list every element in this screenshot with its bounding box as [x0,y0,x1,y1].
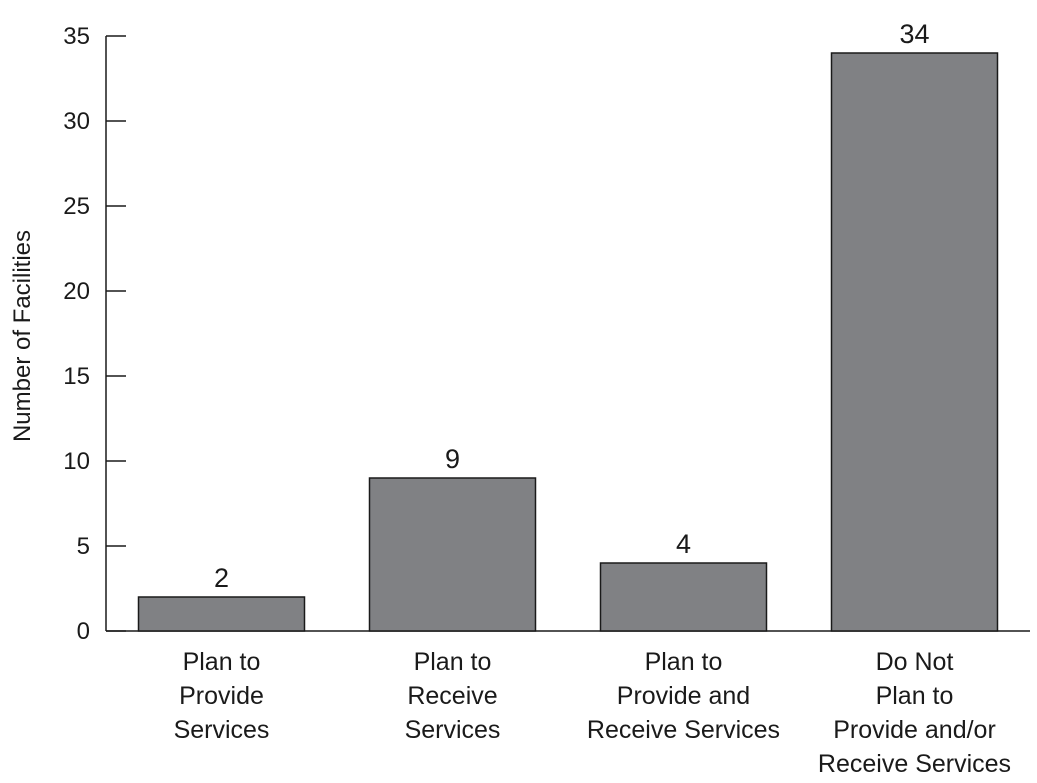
y-tick-label: 5 [77,533,90,560]
y-tick-label: 15 [63,363,90,390]
y-tick-label: 10 [63,448,90,475]
y-tick-label: 25 [63,193,90,220]
category-label: Do Not Plan to Provide and/or Receive Servi… [818,648,1011,778]
y-tick-label: 0 [77,618,90,645]
category-label: Plan to Provide and Receive Services [587,648,780,744]
data-label: 9 [445,444,460,474]
category-labels: Plan to Provide Services Plan to Receive Serv… [174,648,1012,778]
y-tick-label: 20 [63,278,90,305]
bar [599,562,768,632]
data-label: 4 [676,529,691,559]
data-labels: 2 9 4 34 [214,19,930,593]
y-axis-title: Number of Facilities [9,230,36,442]
bars [137,52,999,632]
category-label: Plan to Provide Services [174,648,270,744]
category-label: Plan to Receive Services [405,648,501,744]
y-tick-label: 30 [63,108,90,135]
y-axis: 0 5 10 15 20 25 30 35 [63,23,126,645]
data-label: 34 [899,19,929,49]
bar [137,596,306,632]
y-tick-label: 35 [63,23,90,50]
bar [830,52,999,632]
data-label: 2 [214,563,229,593]
bar [368,477,537,632]
